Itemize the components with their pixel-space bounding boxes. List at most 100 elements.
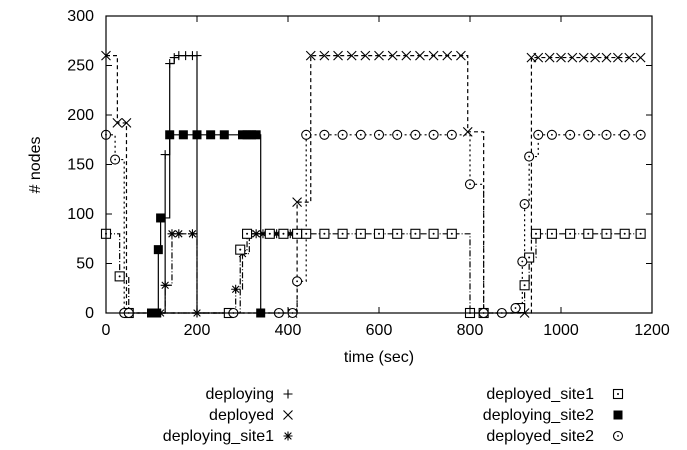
series-line-deployed xyxy=(106,55,641,314)
y-tick-label: 0 xyxy=(85,305,94,322)
legend-marker-deployed xyxy=(283,410,293,420)
x-tick-label: 200 xyxy=(184,322,211,339)
data-point-deployed-site2 xyxy=(337,129,348,140)
plot-markers xyxy=(100,50,646,319)
data-point-deployed-site1 xyxy=(373,228,385,239)
data-point-deploying xyxy=(169,53,179,63)
data-point-deployed-site2 xyxy=(464,179,476,190)
data-point-deployed xyxy=(415,50,425,61)
data-point-deploying-site1 xyxy=(231,284,241,294)
data-point-deploying xyxy=(165,59,175,69)
data-point-deploying-site1 xyxy=(187,229,197,239)
data-point-deployed xyxy=(590,52,601,63)
y-tick-label: 300 xyxy=(67,8,94,25)
series-line-deploying-site1 xyxy=(160,233,291,314)
data-point-deployed-site1 xyxy=(601,228,612,239)
data-point-deploying-site2 xyxy=(247,130,257,140)
y-tick-label: 200 xyxy=(67,107,94,124)
data-point-deployed xyxy=(601,52,612,63)
data-point-deployed-site2 xyxy=(392,129,403,140)
data-point-deploying-site1 xyxy=(272,229,282,239)
data-point-deployed-site2 xyxy=(510,302,521,314)
legend-label-deployed-site2: deployed_site2 xyxy=(486,428,594,445)
data-point-deploying-site2 xyxy=(238,130,247,140)
data-point-deployed-site1 xyxy=(319,228,330,239)
data-point-deploying-site2 xyxy=(192,130,202,140)
data-point-deployed-site2 xyxy=(110,154,121,165)
data-point-deploying-site1 xyxy=(174,229,184,239)
x-tick-label: 800 xyxy=(457,322,484,339)
data-point-deployed xyxy=(578,52,589,63)
legend-label-deploying: deploying xyxy=(206,386,275,403)
plot-lines xyxy=(106,55,641,314)
data-point-deployed-site1 xyxy=(278,228,289,239)
data-point-deployed-site1 xyxy=(565,228,576,239)
data-point-deployed-site1 xyxy=(114,271,125,282)
x-axis-label: time (sec) xyxy=(344,349,414,366)
legend-marker-deployed-site2 xyxy=(612,430,624,442)
legend-marker-deployed-site1 xyxy=(612,388,624,400)
data-point-deployed xyxy=(567,52,578,63)
data-point-deployed xyxy=(112,118,123,128)
data-point-deployed-site2 xyxy=(546,129,557,140)
data-point-deploying-site2 xyxy=(165,130,175,140)
data-point-deployed-site2 xyxy=(601,129,612,140)
data-point-deployed-site1 xyxy=(264,228,275,239)
data-point-deploying-site2 xyxy=(242,130,252,140)
data-point-deployed-site2 xyxy=(519,199,530,210)
data-point-deployed-site1 xyxy=(546,228,557,239)
data-point-deployed-site2 xyxy=(301,129,312,140)
data-point-deployed xyxy=(456,50,466,61)
series-line-deployed-site2 xyxy=(106,134,641,314)
x-tick-label: 400 xyxy=(275,322,302,339)
data-point-deployed-site1 xyxy=(235,244,246,255)
x-tick-label: 1200 xyxy=(634,322,670,339)
data-point-deployed-site2 xyxy=(583,129,594,140)
series-line-deploying xyxy=(160,55,198,314)
legend-marker-deploying-site2 xyxy=(613,410,623,420)
data-point-deployed-site1 xyxy=(619,228,630,239)
data-point-deployed-site1 xyxy=(392,228,403,239)
data-point-deploying-site1 xyxy=(258,229,268,239)
data-point-deploying-site1 xyxy=(285,229,295,239)
data-point-deployed xyxy=(305,50,316,61)
y-tick-label: 150 xyxy=(67,157,94,174)
x-tick-label: 1000 xyxy=(543,322,579,339)
data-point-deploying-site2 xyxy=(206,130,216,140)
data-point-deploying xyxy=(192,51,202,61)
y-tick-label: 50 xyxy=(76,256,94,273)
series-line-deploying-site2 xyxy=(151,134,262,314)
data-point-deployed xyxy=(374,50,384,61)
data-point-deployed xyxy=(292,197,302,208)
legend-marker-deploying-site1 xyxy=(283,431,293,441)
data-point-deployed-site2 xyxy=(635,129,646,140)
data-point-deployed xyxy=(612,52,623,63)
data-point-deployed-site1 xyxy=(301,228,312,239)
data-point-deploying-site1 xyxy=(160,280,170,290)
data-point-deployed-site2 xyxy=(517,256,528,267)
data-point-deploying-site2 xyxy=(219,130,229,140)
data-point-deployed-site2 xyxy=(619,129,630,140)
data-point-deployed xyxy=(319,50,330,61)
data-point-deploying xyxy=(160,150,170,160)
legend-label-deploying-site1: deploying_site1 xyxy=(163,428,274,445)
data-point-deployed xyxy=(442,50,453,61)
data-point-deployed-site2 xyxy=(292,276,303,287)
x-tick-label: 600 xyxy=(366,322,393,339)
data-point-deployed-site1 xyxy=(519,280,530,291)
data-point-deployed-site1 xyxy=(428,228,439,239)
legend-label-deploying-site2: deploying_site2 xyxy=(483,407,594,424)
data-point-deployed-site2 xyxy=(533,129,544,140)
data-point-deployed xyxy=(556,52,566,63)
data-point-deployed-site1 xyxy=(337,228,348,239)
data-point-deploying-site1 xyxy=(251,229,261,239)
x-axis: 0 200 400 600 800 1000 1200 xyxy=(102,16,670,339)
data-point-deployed-site2 xyxy=(355,129,366,140)
data-point-deploying-site1 xyxy=(167,229,177,239)
data-point-deployed xyxy=(428,50,439,61)
data-point-deployed xyxy=(401,50,412,61)
legend-marker-deploying xyxy=(283,389,293,399)
data-point-deployed-site2 xyxy=(446,129,457,140)
y-axis-label: # nodes xyxy=(27,137,44,194)
